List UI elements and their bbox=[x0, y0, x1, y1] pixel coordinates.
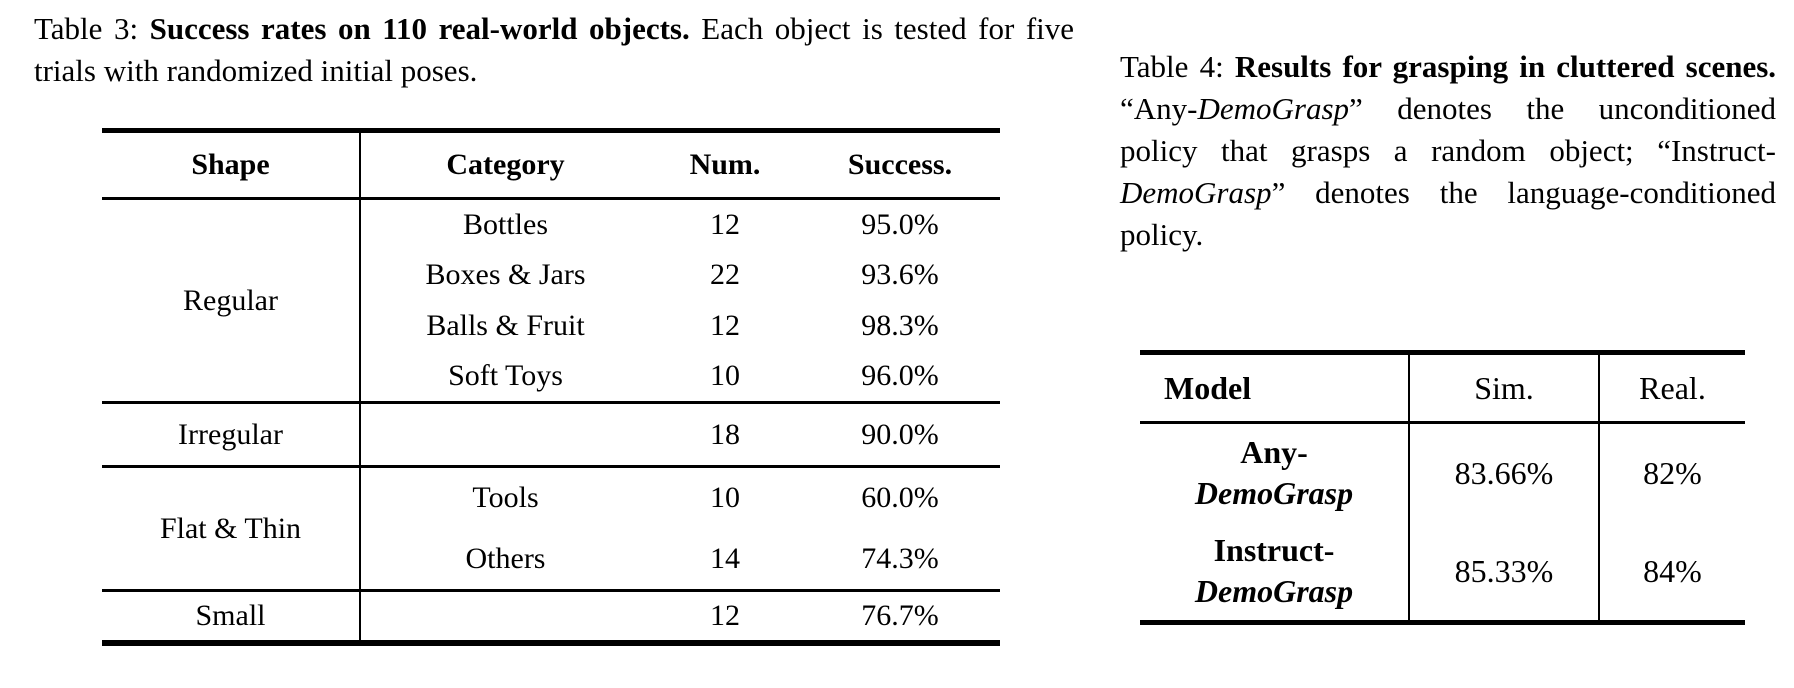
table-row: Flat & Thin Tools 10 60.0% bbox=[102, 466, 1000, 591]
model-name: DemoGrasp bbox=[1194, 573, 1354, 610]
num-cell: 12 bbox=[710, 598, 740, 632]
category-cell bbox=[360, 403, 650, 467]
table3-group-regular: Regular Bottles 12 95.0% Boxes & Jars 22… bbox=[102, 198, 1000, 403]
table-row: Small 12 76.7% bbox=[102, 590, 1000, 643]
success-cell: 90.0% bbox=[861, 417, 939, 451]
table3-header-shape: Shape bbox=[102, 130, 361, 199]
table4-caption-title: Results for grasping in cluttered scenes… bbox=[1234, 49, 1777, 84]
sim-value-cell: 83.66% bbox=[1409, 422, 1600, 523]
table3-header-category: Category bbox=[446, 148, 565, 181]
table-row: Irregular 18 90.0% bbox=[102, 402, 1000, 467]
success-cell: 96.0% bbox=[861, 359, 939, 393]
success-cell: 74.3% bbox=[861, 541, 939, 575]
table4-header-model: Model bbox=[1140, 352, 1410, 423]
model-cell: Instruct- DemoGrasp bbox=[1140, 522, 1410, 623]
table3-group-flat-thin: Flat & Thin Tools 10 60.0% Others 14 74.… bbox=[102, 466, 1000, 591]
table4-caption-label: Table 4: bbox=[1120, 49, 1224, 84]
table3-header-num: Num. bbox=[689, 148, 761, 181]
category-cell bbox=[360, 591, 650, 643]
success-cell: 60.0% bbox=[861, 481, 939, 515]
table3: Shape Category Num. Success. Regular Bot… bbox=[102, 128, 1000, 646]
category-cell: Others bbox=[465, 541, 546, 575]
table3-header-row: Shape Category Num. Success. bbox=[102, 130, 1000, 199]
category-cell: Tools bbox=[472, 481, 539, 515]
category-cell: Balls & Fruit bbox=[426, 309, 585, 342]
category-cell: Bottles bbox=[462, 207, 548, 241]
success-cell: 93.6% bbox=[861, 258, 939, 291]
table3-caption-title: Success rates on 110 real-world objects. bbox=[149, 11, 690, 46]
table3-group-irregular: Irregular 18 90.0% bbox=[102, 402, 1000, 467]
table4-header-row: Model Sim. Real. bbox=[1140, 352, 1745, 423]
category-cell: Boxes & Jars bbox=[425, 258, 586, 291]
table-row: Soft Toys 10 96.0% bbox=[102, 352, 1000, 403]
real-value-cell: 82% bbox=[1643, 454, 1702, 491]
real-value-cell: 84% bbox=[1643, 552, 1702, 589]
table4-caption-seg1: “Any- bbox=[1120, 91, 1198, 126]
table3-group-small: Small 12 76.7% bbox=[102, 590, 1000, 643]
success-cell: 98.3% bbox=[861, 309, 939, 342]
table4-header-real: Real. bbox=[1639, 369, 1706, 406]
table4-caption-italic1: DemoGrasp bbox=[1197, 91, 1350, 126]
success-cell: 76.7% bbox=[861, 598, 939, 632]
num-cell: 18 bbox=[710, 417, 740, 451]
num-cell: 12 bbox=[710, 309, 740, 342]
category-cell: Soft Toys bbox=[448, 359, 563, 393]
table4-caption-seg3: ” denotes the language-conditioned polic… bbox=[1120, 175, 1776, 252]
table-row: Balls & Fruit 12 98.3% bbox=[102, 301, 1000, 352]
table-row: Regular Bottles 12 95.0% bbox=[102, 198, 1000, 403]
model-prefix: Instruct- bbox=[1213, 532, 1335, 569]
table4-header-sim: Sim. bbox=[1409, 352, 1600, 423]
table4-caption-italic2: DemoGrasp bbox=[1120, 175, 1272, 210]
table3-header-success: Success. bbox=[847, 148, 953, 181]
num-cell: 22 bbox=[710, 258, 740, 291]
model-cell: Any- DemoGrasp bbox=[1140, 422, 1410, 523]
success-cell: 95.0% bbox=[861, 207, 939, 241]
table4-caption: Table 4: Results for grasping in clutter… bbox=[1120, 46, 1776, 256]
table3-caption-text: Each object is tested for five trials wi… bbox=[34, 11, 1075, 88]
shape-cell: Small bbox=[102, 590, 361, 643]
table3-caption-label: Table 3: bbox=[34, 11, 139, 46]
shape-cell: Irregular bbox=[102, 402, 361, 467]
table-row: Boxes & Jars 22 93.6% bbox=[102, 250, 1000, 301]
num-cell: 12 bbox=[710, 207, 740, 241]
table-row: Any- DemoGrasp 83.66% 82% bbox=[1140, 422, 1745, 523]
sim-value-cell: 85.33% bbox=[1409, 522, 1600, 623]
model-name: DemoGrasp bbox=[1194, 475, 1354, 512]
table-row: Instruct- DemoGrasp 85.33% 84% bbox=[1140, 522, 1745, 623]
num-cell: 10 bbox=[710, 359, 740, 393]
shape-cell: Regular bbox=[102, 198, 361, 403]
shape-cell: Flat & Thin bbox=[102, 466, 361, 591]
table4: Model Sim. Real. Any- DemoGrasp 83.66% 82… bbox=[1140, 350, 1745, 625]
table-row: Others 14 74.3% bbox=[102, 529, 1000, 591]
num-cell: 10 bbox=[710, 481, 740, 515]
table3-caption: Table 3: Success rates on 110 real-world… bbox=[34, 8, 1074, 92]
num-cell: 14 bbox=[710, 541, 740, 575]
table4-caption-seg2: ” denotes the unconditioned policy that … bbox=[1120, 91, 1776, 168]
model-prefix: Any- bbox=[1240, 434, 1308, 471]
